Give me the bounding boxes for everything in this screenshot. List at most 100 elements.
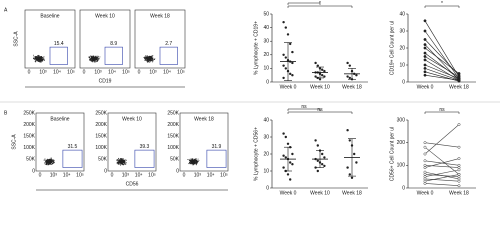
sd-bar: [316, 150, 324, 168]
flow-event: [44, 162, 46, 164]
flow-event: [152, 58, 154, 60]
y-tick-label: 20: [263, 52, 269, 58]
flow-event: [38, 56, 40, 58]
sd-bar: [348, 138, 356, 177]
flow-event: [124, 163, 126, 165]
flow-event: [40, 60, 42, 62]
flow-event: [121, 161, 122, 163]
x-tick-label: 10³: [122, 172, 130, 178]
data-point: [423, 58, 427, 62]
flow-event: [118, 162, 119, 164]
flow-event: [39, 58, 41, 60]
x-tick-label: Week 0: [417, 84, 434, 90]
flow-event: [150, 59, 152, 61]
paired-line: [424, 124, 460, 155]
flow-event: [92, 56, 94, 58]
flow-event: [95, 56, 97, 58]
flow-event: [38, 55, 40, 57]
y-tick-label: 10: [263, 168, 269, 174]
flow-event: [151, 58, 153, 60]
y-axis-label: CD56+ Cell Count per ul: [389, 127, 395, 181]
flow-event: [153, 59, 154, 61]
data-point: [457, 123, 461, 126]
flow-event: [150, 59, 152, 61]
flow-event: [53, 161, 54, 163]
flow-event: [95, 61, 97, 63]
flow-event: [34, 58, 36, 59]
flow-event: [93, 56, 94, 58]
data-point: [291, 74, 294, 77]
paired-line: [424, 68, 460, 81]
flow-event: [95, 60, 97, 62]
flow-event: [94, 56, 96, 58]
flow-event: [40, 56, 42, 58]
y-axis-label: % Lymphocyte + CD19+: [253, 21, 259, 75]
significance-label: ns: [301, 104, 307, 110]
paired-line: [424, 56, 460, 78]
flow-event: [93, 60, 95, 62]
flow-event: [152, 60, 154, 62]
data-point: [323, 69, 326, 73]
flow-event: [43, 56, 45, 58]
y-tick-label: 0: [402, 185, 405, 191]
data-point: [423, 19, 427, 23]
y-tick-label: 30: [263, 39, 269, 45]
flow-event: [47, 164, 49, 166]
data-point: [282, 132, 285, 135]
data-point: [457, 145, 461, 149]
paired-line: [424, 64, 460, 79]
x-tick-label: 10⁴: [135, 172, 143, 178]
flow-event: [89, 59, 91, 61]
gate: [62, 149, 83, 168]
flow-event: [97, 59, 99, 61]
flow-event: [117, 159, 119, 161]
data-point: [282, 76, 285, 80]
flow-event: [94, 58, 96, 60]
flow-event: [188, 159, 190, 161]
flow-event: [146, 60, 148, 62]
flow-event: [121, 158, 123, 160]
data-point: [321, 163, 324, 166]
flow-event: [33, 57, 35, 59]
data-point: [316, 159, 319, 162]
flow-event: [119, 163, 120, 165]
flow-event: [146, 57, 148, 59]
flow-event: [145, 59, 147, 61]
significance-bracket: [287, 5, 353, 8]
flow-event: [147, 59, 148, 61]
flow-plot-title: Week 10: [95, 13, 115, 19]
flow-event: [96, 60, 98, 61]
sd-bar: [284, 146, 292, 172]
y-tick-label: 200: [397, 140, 406, 146]
data-point: [423, 66, 427, 70]
data-point: [284, 56, 287, 59]
y-tick-label: 0: [402, 79, 405, 85]
data-point: [289, 72, 292, 76]
flow-event: [190, 159, 192, 161]
flow-event: [197, 158, 199, 160]
x-tick-label: 10³: [149, 69, 157, 75]
y-axis-label: SSC-A: [13, 31, 19, 47]
sd-bar: [316, 66, 324, 79]
flow-event: [47, 162, 48, 163]
flow-event: [118, 159, 120, 161]
y-tick-label: 200K: [167, 122, 179, 128]
paired-line: [424, 158, 460, 168]
data-point: [321, 74, 324, 77]
flow-event: [191, 163, 193, 165]
flow-event: [48, 160, 50, 162]
flow-event: [116, 160, 118, 162]
data-point: [323, 164, 326, 168]
data-point: [286, 173, 290, 176]
paired-line: [424, 174, 460, 177]
flow-event: [145, 57, 147, 59]
x-tick-label: 10⁴: [53, 69, 61, 75]
flow-event: [44, 158, 46, 160]
flow-event: [49, 161, 51, 163]
flow-event: [42, 56, 44, 58]
data-point: [423, 29, 427, 33]
flow-event: [190, 162, 192, 163]
data-point: [423, 145, 427, 149]
flow-event: [147, 57, 149, 59]
sd-bar: [348, 68, 356, 80]
